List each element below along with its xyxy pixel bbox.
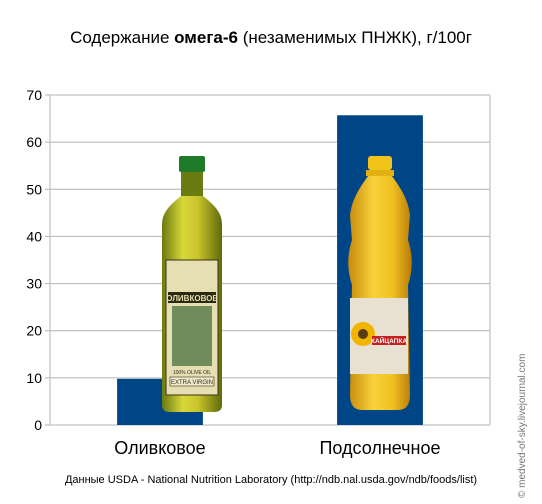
sunflower-label-text: КАЙЦАПКА [371, 336, 407, 345]
x-category-label: Подсолнечное [319, 438, 440, 458]
y-tick-label: 60 [26, 134, 42, 150]
y-tick-label: 20 [26, 323, 42, 339]
y-tick-label: 0 [34, 417, 42, 433]
y-tick-label: 30 [26, 276, 42, 292]
source-note: Данные USDA - National Nutrition Laborat… [64, 474, 478, 486]
y-tick-label: 10 [26, 370, 42, 386]
sunflower-oil-bottle-image: КАЙЦАПКА [348, 156, 412, 410]
olive-label-sub2: 100% OLIVE OIL [173, 370, 212, 376]
chart-title: Содержание омега-6 (незаменимых ПНЖК), г… [0, 28, 542, 48]
watermark: © medved-of-sky.livejournal.com [517, 353, 528, 498]
axes [45, 94, 491, 426]
title-post: (незаменимых ПНЖК), г/100г [237, 28, 472, 47]
y-tick-label: 50 [26, 181, 42, 197]
olive-label-text: ОЛИВКОВОЕ [166, 294, 218, 303]
y-tick-label: 70 [26, 87, 42, 103]
axis-labels: 0 10 20 30 40 50 60 70 Оливковое Подсолнечное [26, 87, 440, 458]
x-category-label: Оливковое [114, 438, 205, 458]
title-pre: Содержание [70, 28, 175, 47]
olive-oil-bottle-image: ОЛИВКОВОЕ 100% OLIVE OIL EXTRA VIRGIN [162, 156, 222, 412]
olive-label-sub: EXTRA VIRGIN [171, 380, 213, 386]
title-bold: омега-6 [174, 28, 238, 47]
y-tick-label: 40 [26, 228, 42, 244]
grid-lines [50, 94, 490, 426]
